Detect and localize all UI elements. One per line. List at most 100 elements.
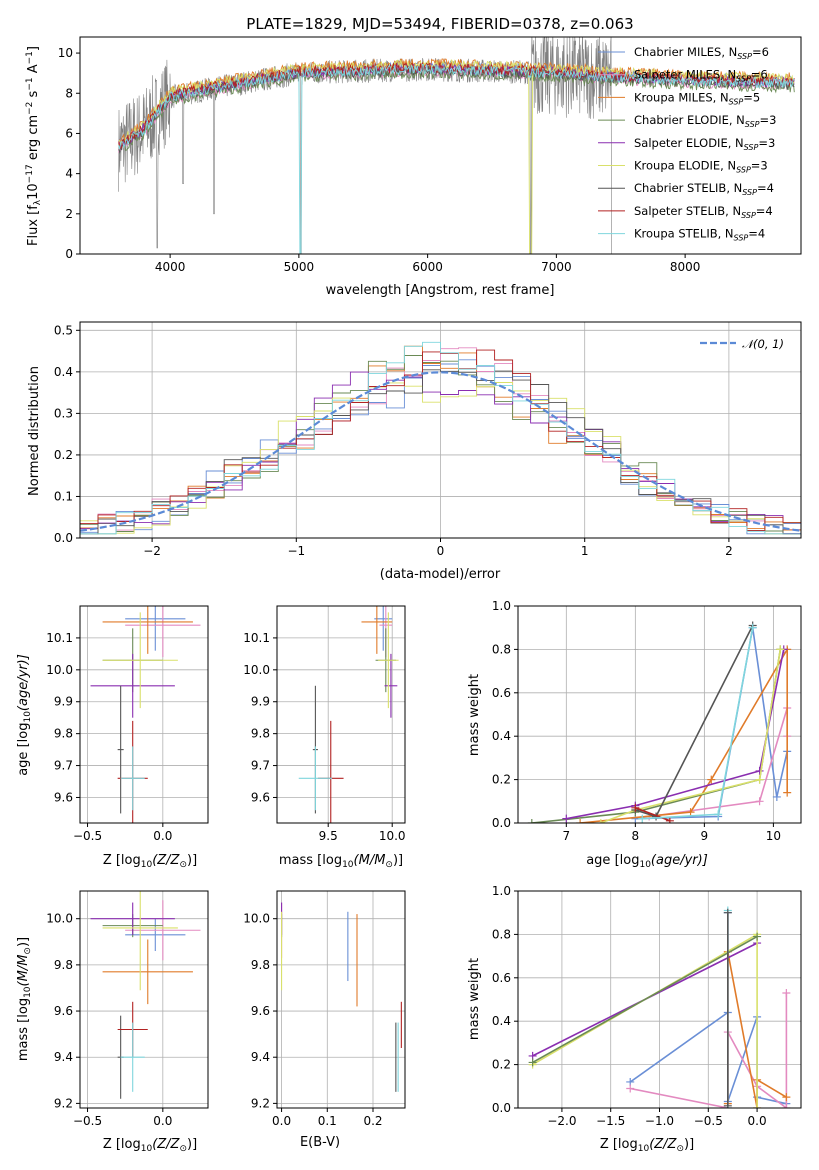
y-tick-label: 9.9 <box>54 695 73 709</box>
y-tick-label: 0.0 <box>54 531 73 545</box>
y-tick-label: 9.2 <box>251 1096 270 1110</box>
y-tick-label: 9.6 <box>54 1004 73 1018</box>
y-tick-label: 10.0 <box>243 912 270 926</box>
marker-kroupa_miles <box>707 775 716 784</box>
y-tick-label: 0.1 <box>54 489 73 503</box>
spectrum-legend: Chabrier MILES, NSSP=6 Salpeter MILES, NS… <box>598 45 776 243</box>
marker-chabrier_stelib <box>723 1101 732 1108</box>
y-tick-label: 1.0 <box>492 884 511 898</box>
z-age-panel: −0.5 0.0 9.6 9.7 9.8 9.9 10.0 10.1 <box>46 605 209 843</box>
axes-frame <box>276 890 406 1109</box>
legend-entry: Salpeter ELODIE, NSSP=3 <box>634 136 775 152</box>
marker-chabrier_elodie <box>753 932 762 941</box>
legend-entry: Kroupa MILES, NSSP=5 <box>634 90 760 106</box>
marker-kroupa_miles <box>686 808 695 817</box>
z-weight-plot-area <box>528 906 791 1108</box>
mass-age-panel: 9.5 10.0 9.6 9.7 9.8 9.9 10.0 10.1 <box>243 605 406 843</box>
marker-kroupa_stelib <box>748 623 757 632</box>
y-tick-label: 0.2 <box>492 773 511 787</box>
normal-legend-label: 𝒩(0, 1) <box>742 337 784 351</box>
residual-hist-kroupa_stelib <box>80 341 801 535</box>
marker-salpeter_miles <box>626 1084 635 1093</box>
y-tick-label: 0 <box>65 247 73 261</box>
z-age-xlabel: Z [log10(Z/Z⊙)] <box>103 853 197 870</box>
y-tick-label: 1.0 <box>492 599 511 613</box>
x-tick-label: 7000 <box>541 260 572 274</box>
y-tick-label: 0.3 <box>54 406 73 420</box>
y-tick-label: 9.7 <box>251 759 270 773</box>
axes-frame <box>79 321 802 539</box>
y-tick-label: 0.2 <box>492 1058 511 1072</box>
y-tick-label: 0.6 <box>492 971 511 985</box>
legend-entry: Kroupa ELODIE, NSSP=3 <box>634 159 768 175</box>
x-tick-label: 0.2 <box>363 1114 382 1128</box>
marker-salpeter_stelib <box>631 803 640 812</box>
y-tick-label: 9.4 <box>54 1050 73 1064</box>
x-tick-label: −1 <box>287 544 305 558</box>
y-tick-label: 10 <box>58 46 73 60</box>
x-tick-label: 0 <box>437 544 445 558</box>
x-tick-label: 9.5 <box>319 829 338 843</box>
marker-salpeter_elodie <box>562 814 571 823</box>
age-weight-xlabel: age [log10(age/yr)] <box>586 853 708 870</box>
axes-frame <box>517 605 802 824</box>
legend-entry: Chabrier MILES, NSSP=6 <box>634 45 769 61</box>
marker-salpeter_miles <box>755 797 764 806</box>
y-tick-label: 8 <box>65 86 73 100</box>
spectrum-ylabel: Flux [fλ10−17 erg cm−2 s−1 A−1] <box>25 46 43 246</box>
y-tick-label: 0.4 <box>492 729 511 743</box>
y-tick-label: 9.4 <box>251 1050 270 1064</box>
y-tick-label: 9.9 <box>251 695 270 709</box>
age-weight-panel: 7 8 9 10 0.0 0.2 0.4 0.6 0.8 1.0 <box>492 599 802 843</box>
x-tick-label: 9 <box>701 829 709 843</box>
x-tick-label: 6000 <box>412 260 443 274</box>
x-tick-label: 10 <box>766 829 781 843</box>
age-weight-plot-area <box>527 621 792 823</box>
x-tick-label: −0.5 <box>73 829 102 843</box>
legend-entry: Salpeter STELIB, NSSP=4 <box>634 204 773 220</box>
residuals-plot-area <box>80 341 801 535</box>
z-age-plot-area <box>90 606 201 823</box>
series-chabrier_elodie <box>532 935 758 1064</box>
z-weight-xlabel: Z [log10(Z/Z⊙)] <box>600 1137 694 1154</box>
y-tick-label: 9.2 <box>54 1096 73 1110</box>
x-tick-label: 0.0 <box>748 1114 767 1128</box>
residuals-panel: −2 −1 0 1 2 0.0 0.1 0.2 0.3 0.4 0.5 𝒩(0, 1) <box>54 321 802 558</box>
marker-chabrier_miles <box>772 792 781 801</box>
x-tick-label: 8000 <box>670 260 701 274</box>
marker-salpeter_miles <box>782 988 791 997</box>
y-tick-label: 9.8 <box>54 958 73 972</box>
z-weight-ylabel: mass weight <box>467 958 482 1040</box>
y-tick-label: 4 <box>65 167 73 181</box>
x-tick-label: 0.0 <box>153 1114 172 1128</box>
x-tick-label: 0.0 <box>272 1114 291 1128</box>
x-tick-label: −1.5 <box>596 1114 625 1128</box>
marker-chabrier_elodie <box>528 1058 537 1067</box>
x-tick-label: 8 <box>632 829 640 843</box>
y-tick-label: 10.1 <box>46 631 73 645</box>
normal-curve <box>80 371 801 532</box>
x-tick-label: −2 <box>143 544 161 558</box>
spectrum-xlabel: wavelength [Angstrom, rest frame] <box>326 283 555 298</box>
residuals-ylabel: Normed distribution <box>27 366 42 496</box>
axes-frame <box>79 890 209 1109</box>
y-tick-label: 10.1 <box>243 631 270 645</box>
x-tick-label: −0.5 <box>694 1114 723 1128</box>
legend-entry: Kroupa STELIB, NSSP=4 <box>634 227 765 243</box>
ebv-mass-plot-area <box>281 902 402 1092</box>
marker-kroupa_elodie <box>776 645 785 654</box>
y-tick-label: 0.4 <box>492 1014 511 1028</box>
marker-salpeter_miles <box>782 1104 791 1108</box>
model-kroupa_stelib <box>118 63 795 254</box>
axes-frame <box>517 890 802 1109</box>
y-tick-label: 0.0 <box>492 816 511 830</box>
series-kroupa_elodie <box>600 649 782 823</box>
ebv-mass-xlabel: E(B-V) <box>300 1135 340 1150</box>
y-tick-label: 9.6 <box>251 790 270 804</box>
mass-age-xlabel: mass [log10(M/M⊙)] <box>279 853 403 870</box>
x-tick-label: 1 <box>581 544 589 558</box>
axes-frame <box>276 605 406 824</box>
axes-frame <box>79 36 802 255</box>
z-mass-panel: −0.5 0.0 9.2 9.4 9.6 9.8 10.0 <box>46 890 209 1128</box>
